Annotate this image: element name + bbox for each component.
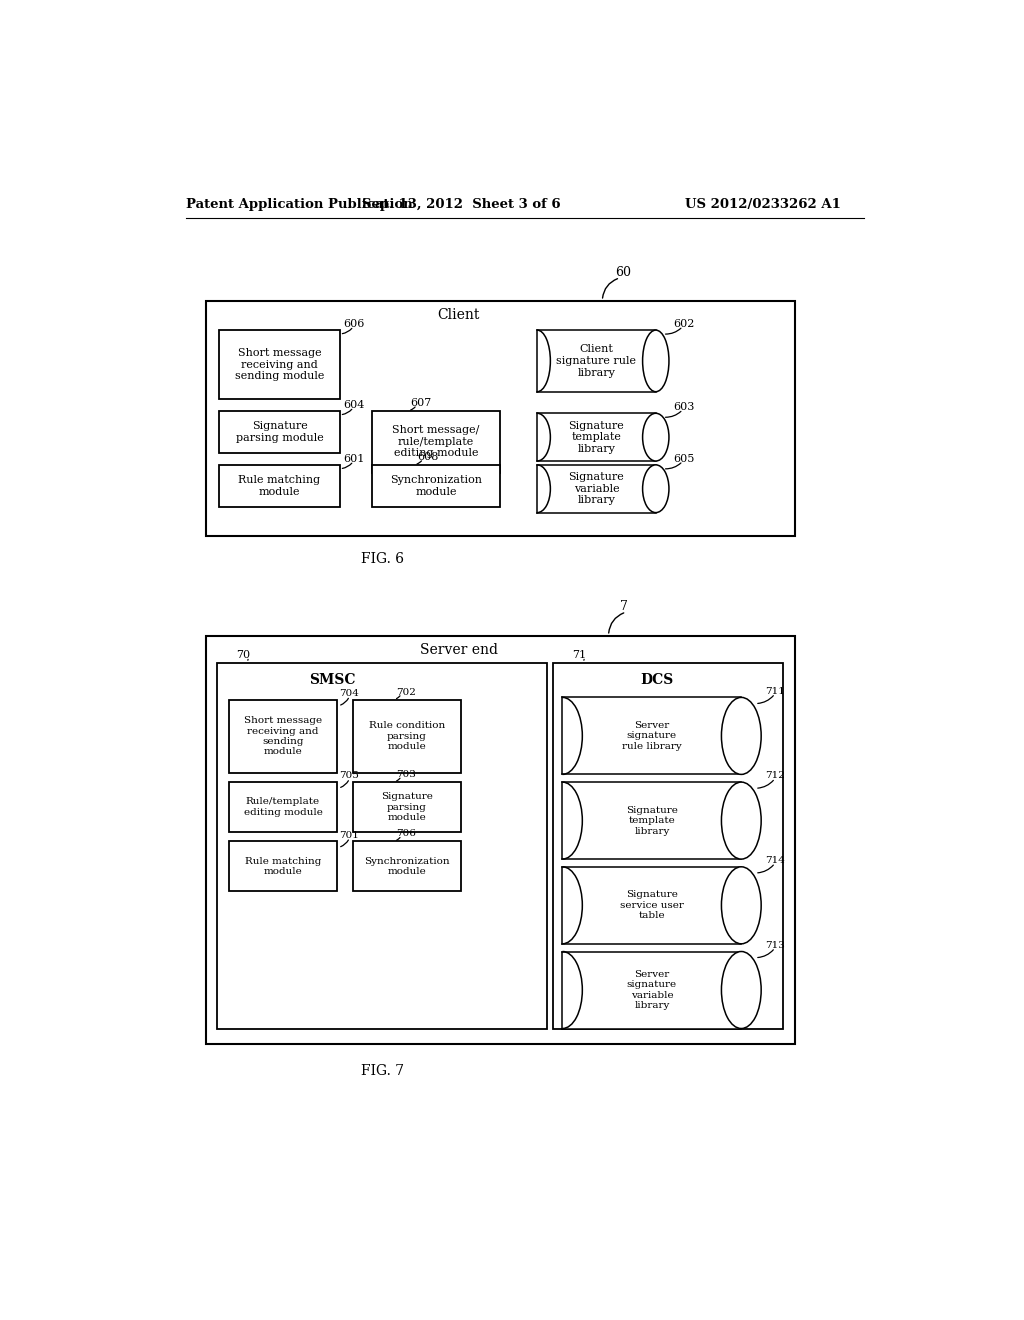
Bar xyxy=(372,411,500,473)
Bar xyxy=(228,781,337,832)
Bar xyxy=(219,465,340,507)
Text: 712: 712 xyxy=(765,771,785,780)
Text: 711: 711 xyxy=(765,686,785,696)
Bar xyxy=(228,841,337,891)
Ellipse shape xyxy=(722,952,761,1028)
Bar xyxy=(217,663,547,1028)
Bar xyxy=(372,465,500,507)
Ellipse shape xyxy=(643,330,669,392)
Text: 704: 704 xyxy=(340,689,359,698)
Text: Synchronization
module: Synchronization module xyxy=(390,475,482,496)
Bar xyxy=(553,663,783,1028)
Ellipse shape xyxy=(722,697,761,775)
Text: 714: 714 xyxy=(765,857,785,865)
Text: 705: 705 xyxy=(340,771,359,780)
Text: Short message
receiving and
sending
module: Short message receiving and sending modu… xyxy=(244,717,323,756)
Text: Server
signature
variable
library: Server signature variable library xyxy=(627,970,677,1010)
Text: 7: 7 xyxy=(621,601,628,612)
Text: Signature
service user
table: Signature service user table xyxy=(620,891,684,920)
Text: Client: Client xyxy=(437,308,480,322)
Bar xyxy=(562,697,741,775)
Bar xyxy=(352,781,461,832)
Bar xyxy=(562,952,741,1028)
Ellipse shape xyxy=(722,867,761,944)
Text: 606: 606 xyxy=(343,319,365,329)
Text: FIG. 7: FIG. 7 xyxy=(360,1064,403,1078)
Bar xyxy=(538,413,655,461)
Text: SMSC: SMSC xyxy=(309,673,355,686)
Text: Server end: Server end xyxy=(420,643,498,656)
Text: 603: 603 xyxy=(673,403,694,412)
Bar xyxy=(562,781,741,859)
Text: 701: 701 xyxy=(340,830,359,840)
Text: Rule matching
module: Rule matching module xyxy=(239,475,321,496)
Text: Client
signature rule
library: Client signature rule library xyxy=(556,345,637,378)
Text: Signature
template
library: Signature template library xyxy=(626,805,678,836)
Bar xyxy=(562,867,741,944)
Bar xyxy=(352,700,461,774)
Text: Signature
parsing
module: Signature parsing module xyxy=(381,792,433,822)
Ellipse shape xyxy=(722,781,761,859)
Text: Rule matching
module: Rule matching module xyxy=(245,857,322,876)
Text: Signature
template
library: Signature template library xyxy=(568,421,625,454)
Bar xyxy=(219,411,340,453)
Text: 60: 60 xyxy=(614,265,631,279)
Text: 702: 702 xyxy=(396,688,416,697)
Text: 604: 604 xyxy=(343,400,365,409)
Text: Rule condition
parsing
module: Rule condition parsing module xyxy=(369,722,445,751)
Text: Sep. 13, 2012  Sheet 3 of 6: Sep. 13, 2012 Sheet 3 of 6 xyxy=(361,198,560,211)
Text: 713: 713 xyxy=(765,941,785,950)
Text: 605: 605 xyxy=(673,454,694,463)
Bar xyxy=(206,636,795,1044)
Text: 71: 71 xyxy=(572,649,587,660)
Text: US 2012/0233262 A1: US 2012/0233262 A1 xyxy=(685,198,841,211)
Bar xyxy=(219,330,340,400)
Text: 601: 601 xyxy=(343,454,365,463)
Bar xyxy=(352,841,461,891)
Text: Short message/
rule/template
editing module: Short message/ rule/template editing mod… xyxy=(392,425,480,458)
Ellipse shape xyxy=(643,465,669,512)
Text: FIG. 6: FIG. 6 xyxy=(360,552,403,566)
Bar xyxy=(538,330,655,392)
Text: 602: 602 xyxy=(673,319,694,329)
Text: Short message
receiving and
sending module: Short message receiving and sending modu… xyxy=(234,348,325,381)
Text: 607: 607 xyxy=(411,399,432,408)
Text: 608: 608 xyxy=(417,453,438,462)
Text: Server
signature
rule library: Server signature rule library xyxy=(622,721,682,751)
Bar xyxy=(206,301,795,536)
Text: Patent Application Publication: Patent Application Publication xyxy=(186,198,413,211)
Text: 70: 70 xyxy=(237,649,251,660)
Text: DCS: DCS xyxy=(640,673,673,686)
Text: Rule/template
editing module: Rule/template editing module xyxy=(244,797,323,817)
Text: 703: 703 xyxy=(396,770,416,779)
Text: Signature
variable
library: Signature variable library xyxy=(568,473,625,506)
Ellipse shape xyxy=(643,413,669,461)
Text: Signature
parsing module: Signature parsing module xyxy=(236,421,324,444)
Bar xyxy=(538,465,655,512)
Text: Synchronization
module: Synchronization module xyxy=(365,857,450,876)
Bar xyxy=(228,700,337,774)
Text: 706: 706 xyxy=(396,829,416,838)
